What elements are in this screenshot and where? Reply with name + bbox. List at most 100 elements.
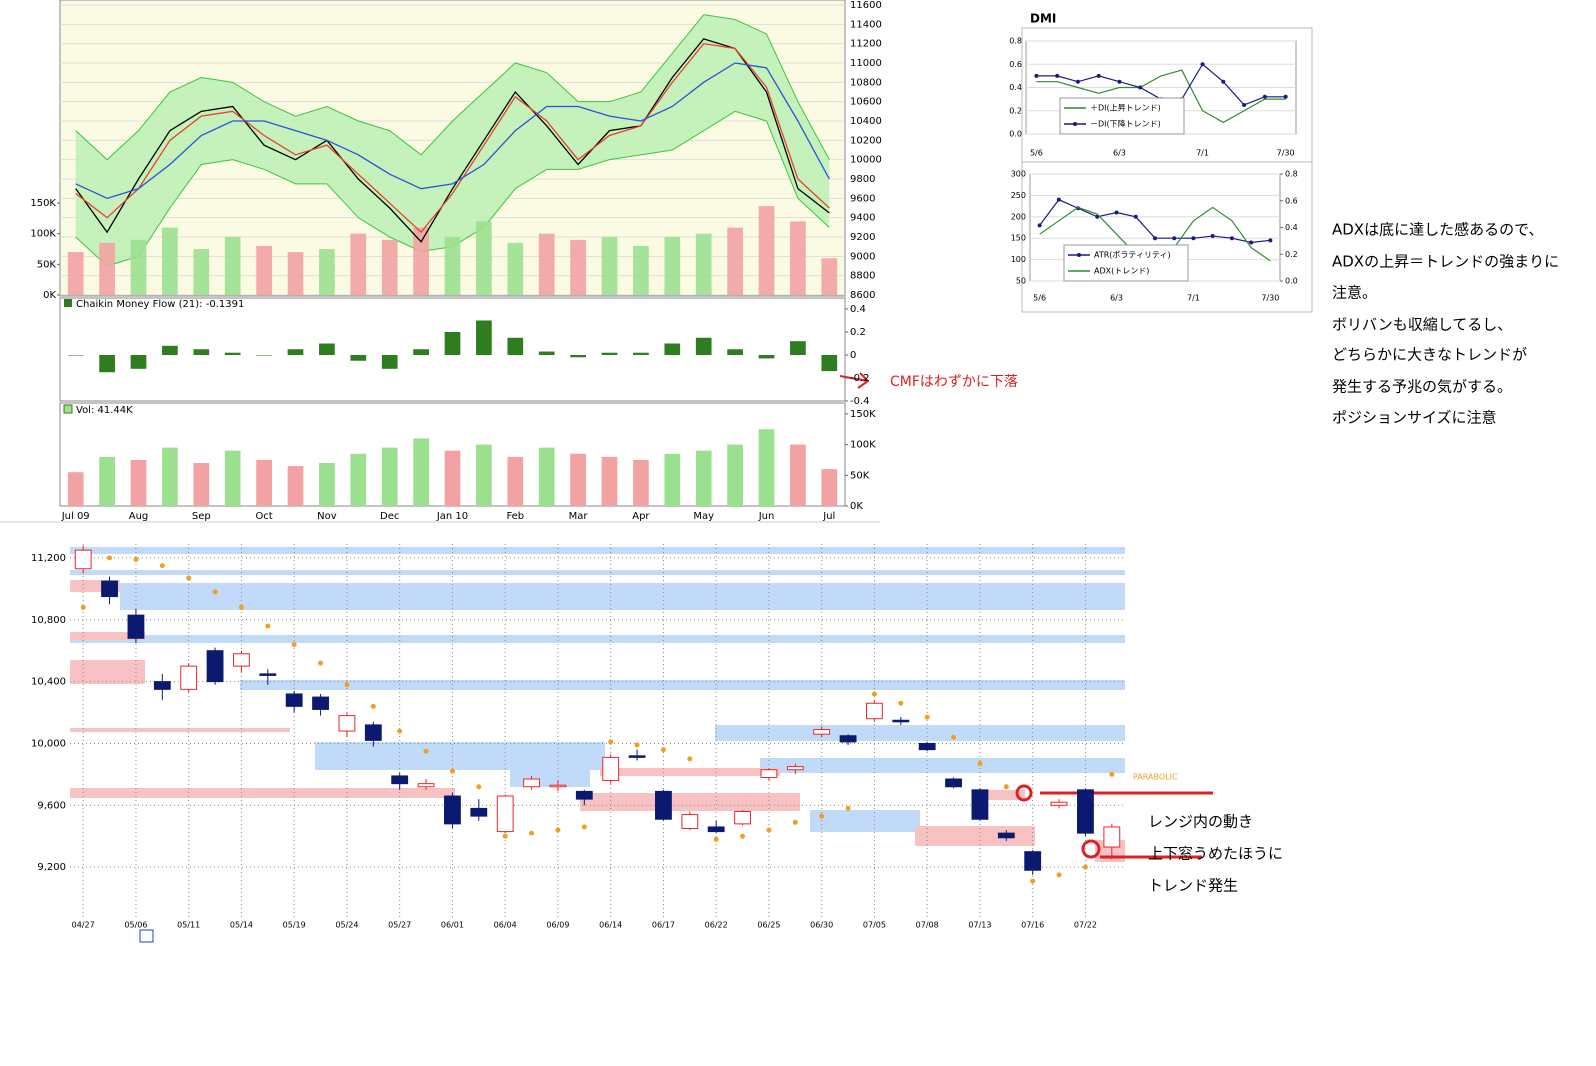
x-tick-label: 06/25 <box>757 921 780 930</box>
bar <box>727 349 743 355</box>
note: 注意。 <box>1332 284 1377 302</box>
bar <box>790 444 806 506</box>
x-tick-label: 06/17 <box>652 921 675 930</box>
bar <box>224 450 241 506</box>
marker-square <box>139 929 154 943</box>
x-tick-label: 5/6 <box>1030 149 1043 158</box>
candle-body <box>839 735 857 743</box>
x-tick-label: Apr <box>632 511 650 522</box>
bar <box>67 355 84 356</box>
parabolic-dot <box>238 604 244 610</box>
volume-bar <box>664 236 681 295</box>
x-tick-label: 05/24 <box>335 921 358 930</box>
parabolic-dot <box>766 827 772 833</box>
y-tick-label: 50K <box>37 259 57 270</box>
parabolic-dot <box>1082 864 1088 870</box>
y-tick-label: 10200 <box>850 135 882 146</box>
candle-body <box>655 790 672 820</box>
marker <box>1191 236 1196 241</box>
y-tick-label: 0.6 <box>1009 60 1022 69</box>
y-tick-label: 200 <box>1011 212 1026 221</box>
y-tick-label: 150 <box>1011 234 1026 243</box>
marker <box>1200 62 1205 67</box>
bar <box>444 450 461 506</box>
candle-body <box>786 766 804 771</box>
candle-body <box>760 769 778 778</box>
y-tick-label: 9000 <box>850 251 875 262</box>
legend-label: ＋DI(上昇トレンド) <box>1090 104 1161 113</box>
parabolic-dot <box>502 833 508 839</box>
x-tick-label: 07/13 <box>968 921 991 930</box>
x-tick-label: 7/30 <box>1261 294 1279 303</box>
parabolic-dot <box>423 748 429 754</box>
volume-bar <box>821 258 838 295</box>
x-tick-label: Nov <box>317 511 337 522</box>
bar <box>695 337 712 355</box>
bar <box>695 450 712 506</box>
annotation-circle <box>1081 839 1101 859</box>
x-tick-label: 05/19 <box>283 921 306 930</box>
y-tick-label: -0.4 <box>850 396 870 407</box>
bar <box>664 453 681 506</box>
bar <box>507 337 524 355</box>
volume-bar <box>570 239 586 295</box>
legend-label: ADX(トレンド) <box>1094 267 1149 276</box>
bar <box>350 453 367 506</box>
y-tick-label: 0.4 <box>1285 223 1298 232</box>
vol-title: Vol: 41.44K <box>76 405 133 416</box>
volume-bar <box>538 233 555 295</box>
x-tick-label: 06/04 <box>494 921 517 930</box>
bar <box>287 349 304 355</box>
x-tick-label: 05/06 <box>124 921 147 930</box>
bar <box>476 444 492 506</box>
y-tick-label: 0K <box>850 501 863 512</box>
candle-body <box>417 783 435 788</box>
y-tick-label: 11,200 <box>31 553 66 564</box>
y-tick-label: 0.2 <box>850 327 866 338</box>
parabolic-dot <box>898 700 904 706</box>
x-tick-label: Feb <box>506 511 524 522</box>
parabolic-label: PARABOLIC <box>1133 773 1178 782</box>
bar <box>444 332 461 355</box>
bar <box>538 351 555 355</box>
marker <box>1268 238 1273 243</box>
x-tick-label: 05/11 <box>177 921 200 930</box>
candle-body <box>101 580 118 598</box>
candle-body <box>364 724 382 741</box>
x-tick-label: Aug <box>129 511 149 522</box>
note: ADXは底に達した感あるので、 <box>1332 221 1544 239</box>
candle-body <box>549 784 567 788</box>
y-tick-label: 0K <box>43 290 56 301</box>
parabolic-dot <box>291 642 297 648</box>
bar <box>476 320 492 355</box>
parabolic-dot <box>845 805 851 811</box>
legend-box <box>1059 97 1185 135</box>
bar <box>570 453 586 506</box>
cmf-title: Chaikin Money Flow (21): -0.1391 <box>76 299 244 310</box>
candle-body <box>391 775 409 785</box>
candle-body <box>866 702 883 720</box>
parabolic-dot <box>740 833 746 839</box>
parabolic-dot <box>1056 872 1062 878</box>
bar <box>193 349 210 355</box>
bar <box>727 444 743 506</box>
candle-body <box>707 826 725 833</box>
candle-body <box>813 729 831 735</box>
volume-bar <box>444 236 461 295</box>
parabolic-dot <box>660 747 666 753</box>
marker <box>1037 223 1042 228</box>
bar <box>413 438 429 506</box>
line <box>75 42 830 234</box>
bar <box>381 355 398 369</box>
bar <box>507 456 524 506</box>
y-tick-label: 11400 <box>850 19 882 30</box>
y-tick-label: 10000 <box>850 155 882 166</box>
volume-bar <box>790 221 806 295</box>
parabolic-dot <box>159 563 165 569</box>
legend-label: －DI(下降トレンド) <box>1090 119 1161 129</box>
parabolic-dot <box>80 604 86 610</box>
bar <box>130 459 147 506</box>
parabolic-dot <box>449 768 455 774</box>
